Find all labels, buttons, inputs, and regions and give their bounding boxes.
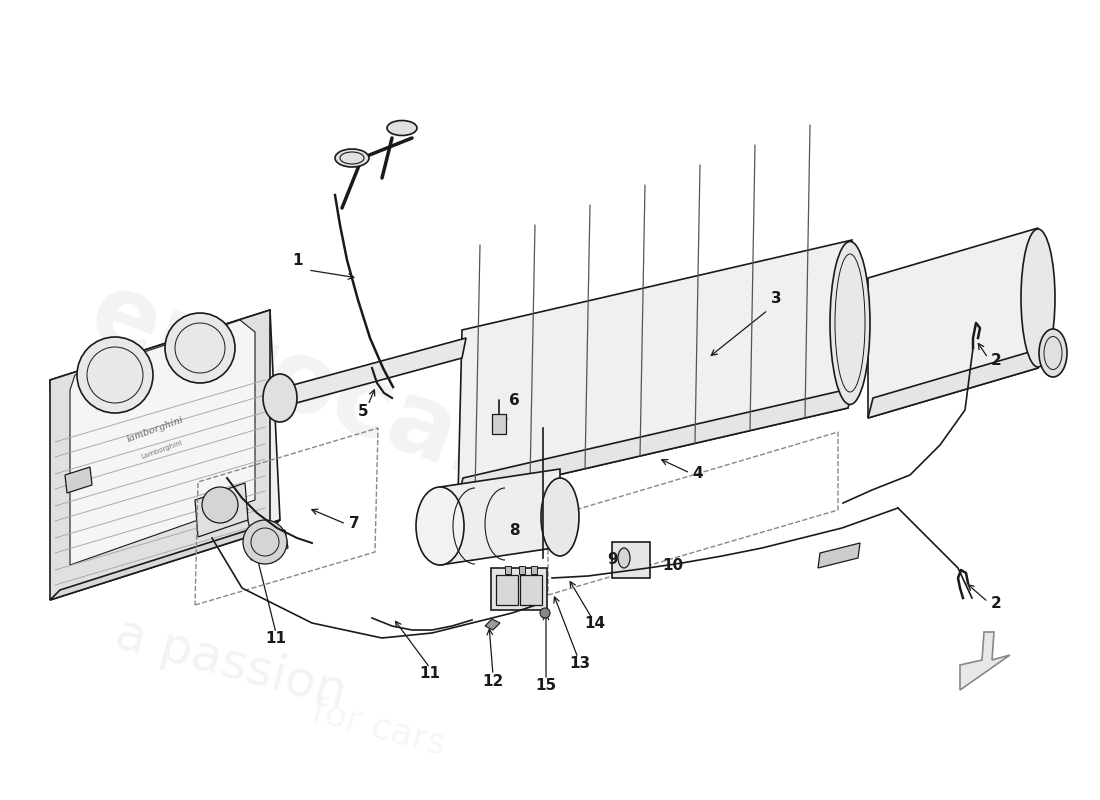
Text: 8: 8 xyxy=(508,523,519,538)
Text: 13: 13 xyxy=(570,656,591,671)
Polygon shape xyxy=(960,632,1010,690)
Text: 11: 11 xyxy=(265,631,286,646)
Ellipse shape xyxy=(618,548,630,568)
Ellipse shape xyxy=(387,121,417,135)
Polygon shape xyxy=(485,619,501,630)
Bar xyxy=(505,566,512,574)
Text: 15: 15 xyxy=(536,678,557,693)
Text: Lamborghini: Lamborghini xyxy=(141,440,184,460)
Text: 7: 7 xyxy=(349,516,360,531)
Text: 3: 3 xyxy=(771,291,781,306)
Bar xyxy=(519,566,525,574)
Text: lamborghini: lamborghini xyxy=(125,415,185,445)
FancyBboxPatch shape xyxy=(491,568,547,610)
Polygon shape xyxy=(818,543,860,568)
Polygon shape xyxy=(868,348,1043,418)
Circle shape xyxy=(165,313,235,383)
Polygon shape xyxy=(458,240,852,498)
Ellipse shape xyxy=(263,374,297,422)
Text: for cars: for cars xyxy=(308,694,449,762)
Ellipse shape xyxy=(336,149,368,167)
Polygon shape xyxy=(868,228,1038,418)
Circle shape xyxy=(540,608,550,618)
Text: a passion: a passion xyxy=(110,610,352,718)
Text: 11: 11 xyxy=(419,666,440,681)
Text: 10: 10 xyxy=(662,558,683,573)
Polygon shape xyxy=(50,520,280,600)
Text: 5: 5 xyxy=(358,404,368,419)
Polygon shape xyxy=(248,530,288,560)
Text: 9: 9 xyxy=(607,552,618,567)
Text: 2: 2 xyxy=(991,596,1001,611)
Text: 14: 14 xyxy=(584,616,606,631)
Bar xyxy=(531,566,537,574)
Ellipse shape xyxy=(1021,229,1055,367)
Text: 1: 1 xyxy=(293,253,304,268)
Circle shape xyxy=(202,487,238,523)
Polygon shape xyxy=(50,310,280,590)
Polygon shape xyxy=(440,469,560,565)
Polygon shape xyxy=(458,388,852,498)
Text: 6: 6 xyxy=(508,393,519,408)
FancyBboxPatch shape xyxy=(492,414,506,434)
FancyBboxPatch shape xyxy=(496,575,518,605)
Polygon shape xyxy=(278,338,466,408)
Ellipse shape xyxy=(541,478,579,556)
Text: eurocar: eurocar xyxy=(77,264,517,504)
Ellipse shape xyxy=(830,242,870,405)
Circle shape xyxy=(243,520,287,564)
Polygon shape xyxy=(195,483,248,537)
FancyBboxPatch shape xyxy=(612,542,650,578)
FancyBboxPatch shape xyxy=(520,575,542,605)
Ellipse shape xyxy=(416,487,464,565)
Polygon shape xyxy=(70,320,255,565)
Text: 12: 12 xyxy=(483,674,504,689)
Polygon shape xyxy=(65,467,92,493)
Circle shape xyxy=(77,337,153,413)
Ellipse shape xyxy=(1040,329,1067,377)
Text: 2: 2 xyxy=(991,353,1001,368)
Polygon shape xyxy=(50,310,270,600)
Text: 4: 4 xyxy=(693,466,703,481)
